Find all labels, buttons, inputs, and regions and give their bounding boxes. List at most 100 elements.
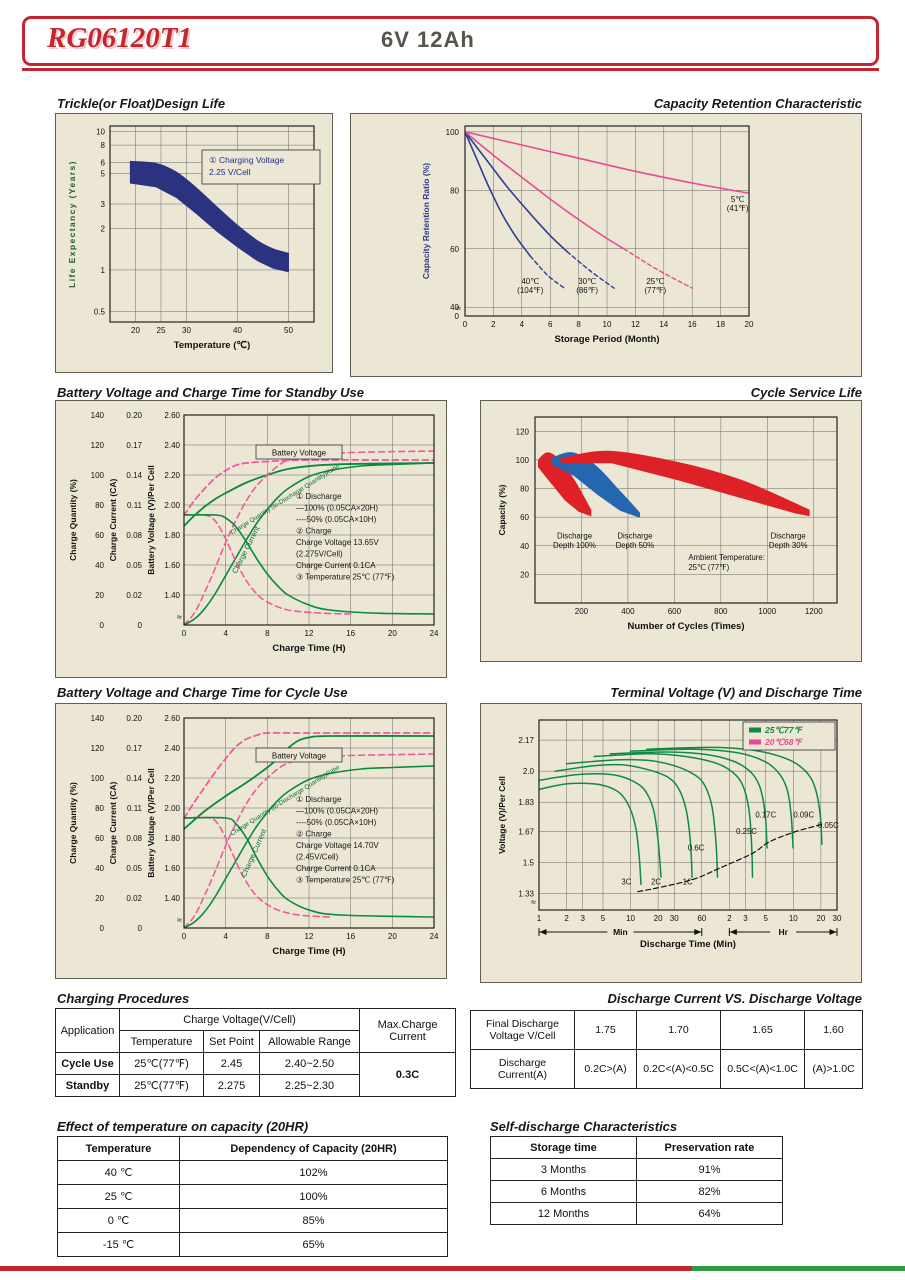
cell: 102% bbox=[179, 1160, 448, 1185]
svg-text:① Charging Voltage: ① Charging Voltage bbox=[209, 155, 284, 165]
svg-text:140: 140 bbox=[91, 714, 105, 723]
table-row: 12 Months 64% bbox=[490, 1202, 783, 1225]
svg-text:1.5: 1.5 bbox=[523, 859, 535, 868]
cell: Cycle Use bbox=[55, 1052, 120, 1075]
model-number: RG06120T1 bbox=[47, 22, 192, 54]
title-design-life: Trickle(or Float)Design Life bbox=[57, 96, 226, 111]
cell: Final Discharge Voltage V/Cell bbox=[470, 1010, 575, 1050]
svg-text:0.17: 0.17 bbox=[126, 441, 142, 450]
svg-text:60: 60 bbox=[520, 513, 529, 522]
svg-text:40: 40 bbox=[233, 326, 242, 335]
svg-text:Min: Min bbox=[613, 927, 628, 937]
svg-text:----50% (0.05CA×10H): ----50% (0.05CA×10H) bbox=[296, 515, 377, 524]
svg-text:Charge Time (H): Charge Time (H) bbox=[272, 643, 345, 654]
title-cycle-service-life: Cycle Service Life bbox=[750, 385, 862, 400]
svg-text:Charge Quantity (%): Charge Quantity (%) bbox=[68, 479, 78, 561]
table-row: Standby 25℃(77℉) 2.275 2.25~2.30 bbox=[55, 1074, 456, 1097]
svg-text:1.67: 1.67 bbox=[518, 827, 534, 836]
svg-text:2.0: 2.0 bbox=[523, 767, 535, 776]
svg-text:120: 120 bbox=[91, 744, 105, 753]
svg-text:100: 100 bbox=[91, 471, 105, 480]
cell: Dependency of Capacity (20HR) bbox=[179, 1136, 448, 1161]
svg-text:2: 2 bbox=[564, 914, 569, 923]
svg-text:40: 40 bbox=[95, 864, 104, 873]
svg-text:Battery Voltage: Battery Voltage bbox=[272, 449, 327, 458]
svg-text:2: 2 bbox=[101, 224, 106, 233]
svg-text:30℃(86℉): 30℃ (86℉) bbox=[576, 277, 598, 295]
svg-text:Charge Current 0.1CA: Charge Current 0.1CA bbox=[296, 864, 376, 873]
discharge-table: Final Discharge Voltage V/Cell 1.75 1.70 … bbox=[470, 1010, 863, 1089]
svg-text:Battery Voltage: Battery Voltage bbox=[272, 752, 327, 761]
svg-text:0.11: 0.11 bbox=[127, 804, 143, 813]
svg-text:Charge Quantity (%): Charge Quantity (%) bbox=[68, 782, 78, 864]
svg-text:20: 20 bbox=[131, 326, 140, 335]
title-capacity-retention: Capacity Retention Characteristic bbox=[653, 96, 862, 111]
table-row: 40 ℃ 102% bbox=[57, 1160, 448, 1185]
svg-text:10: 10 bbox=[603, 320, 612, 329]
cell: 12 Months bbox=[490, 1202, 637, 1225]
svg-text:3C: 3C bbox=[621, 877, 631, 886]
svg-text:800: 800 bbox=[714, 607, 728, 616]
svg-text:Number of Cycles (Times): Number of Cycles (Times) bbox=[627, 621, 744, 632]
svg-text:0.05: 0.05 bbox=[126, 864, 142, 873]
svg-text:Temperature (℃): Temperature (℃) bbox=[174, 340, 250, 351]
svg-text:40: 40 bbox=[450, 303, 459, 312]
design-life-chartbox: 20 25 30 40 50 Temperature (℃) 0.5 1 2 3 5 6 8 10 Life… bbox=[55, 113, 333, 373]
svg-text:100: 100 bbox=[516, 456, 530, 465]
svg-text:0: 0 bbox=[182, 932, 187, 941]
svg-text:1.80: 1.80 bbox=[164, 834, 180, 843]
title-discharge-table: Discharge Current VS. Discharge Voltage bbox=[607, 991, 862, 1006]
svg-text:1.40: 1.40 bbox=[164, 591, 180, 600]
cell: 3 Months bbox=[490, 1158, 637, 1181]
charging-procedures-table-wrap: Application Charge Voltage(V/Cell) Max.C… bbox=[55, 1008, 457, 1097]
svg-text:20: 20 bbox=[95, 894, 104, 903]
svg-text:3: 3 bbox=[743, 914, 748, 923]
svg-text:25℃(77℉): 25℃ (77℉) bbox=[644, 277, 666, 295]
table-row: Temperature Set Point Allowable Range bbox=[56, 1030, 456, 1053]
cell: 25℃(77℉) bbox=[119, 1074, 204, 1097]
title-temp-capacity: Effect of temperature on capacity (20HR) bbox=[57, 1119, 309, 1134]
svg-text:0.02: 0.02 bbox=[126, 894, 142, 903]
cycle-service-life-chartbox: 200 400 600 800 1000 1200 Number of Cycles (Ti… bbox=[480, 400, 862, 662]
svg-text:16: 16 bbox=[346, 932, 355, 941]
svg-text:Charge Voltage 14.70V: Charge Voltage 14.70V bbox=[296, 841, 379, 850]
table-row: 3 Months 91% bbox=[490, 1158, 783, 1181]
svg-text:0.05: 0.05 bbox=[126, 561, 142, 570]
svg-text:Ambient Temperature:25℃ (77℉): Ambient Temperature: 25℃ (77℉) bbox=[688, 553, 765, 572]
cell: Set Point bbox=[203, 1030, 260, 1053]
svg-text:Storage Period (Month): Storage Period (Month) bbox=[554, 334, 659, 345]
cell: (A)>1.0C bbox=[804, 1049, 863, 1089]
svg-text:2.00: 2.00 bbox=[164, 804, 180, 813]
svg-text:③ Temperature 25℃ (77℉): ③ Temperature 25℃ (77℉) bbox=[296, 573, 395, 582]
cell: Storage time bbox=[490, 1136, 637, 1159]
svg-text:24: 24 bbox=[430, 629, 439, 638]
svg-text:(2.45V/Cell): (2.45V/Cell) bbox=[296, 853, 339, 862]
svg-text:12: 12 bbox=[305, 629, 314, 638]
svg-text:0.11: 0.11 bbox=[127, 501, 143, 510]
cell: 0.2C>(A) bbox=[574, 1049, 637, 1089]
svg-text:≈: ≈ bbox=[177, 915, 182, 925]
cell: 100% bbox=[179, 1184, 448, 1209]
svg-text:≈: ≈ bbox=[531, 897, 536, 907]
svg-text:40: 40 bbox=[520, 542, 529, 551]
svg-text:10: 10 bbox=[96, 128, 105, 137]
title-terminal-voltage: Terminal Voltage (V) and Discharge Time bbox=[610, 685, 862, 700]
svg-text:600: 600 bbox=[668, 607, 682, 616]
svg-text:4: 4 bbox=[520, 320, 525, 329]
svg-text:40℃(104℉): 40℃ (104℉) bbox=[517, 277, 544, 295]
svg-text:2.20: 2.20 bbox=[164, 774, 180, 783]
svg-text:0: 0 bbox=[455, 312, 460, 321]
svg-text:140: 140 bbox=[91, 411, 105, 420]
cell: 6 Months bbox=[490, 1180, 637, 1203]
svg-text:60: 60 bbox=[450, 245, 459, 254]
svg-text:0: 0 bbox=[100, 924, 105, 933]
footer-bar-green bbox=[692, 1266, 905, 1271]
cell: 2.45 bbox=[203, 1052, 260, 1075]
svg-text:0.05C: 0.05C bbox=[818, 821, 839, 830]
svg-text:2.00: 2.00 bbox=[164, 501, 180, 510]
svg-text:2.25 V/Cell: 2.25 V/Cell bbox=[209, 167, 251, 177]
svg-text:6: 6 bbox=[101, 158, 106, 167]
svg-text:1200: 1200 bbox=[805, 607, 823, 616]
